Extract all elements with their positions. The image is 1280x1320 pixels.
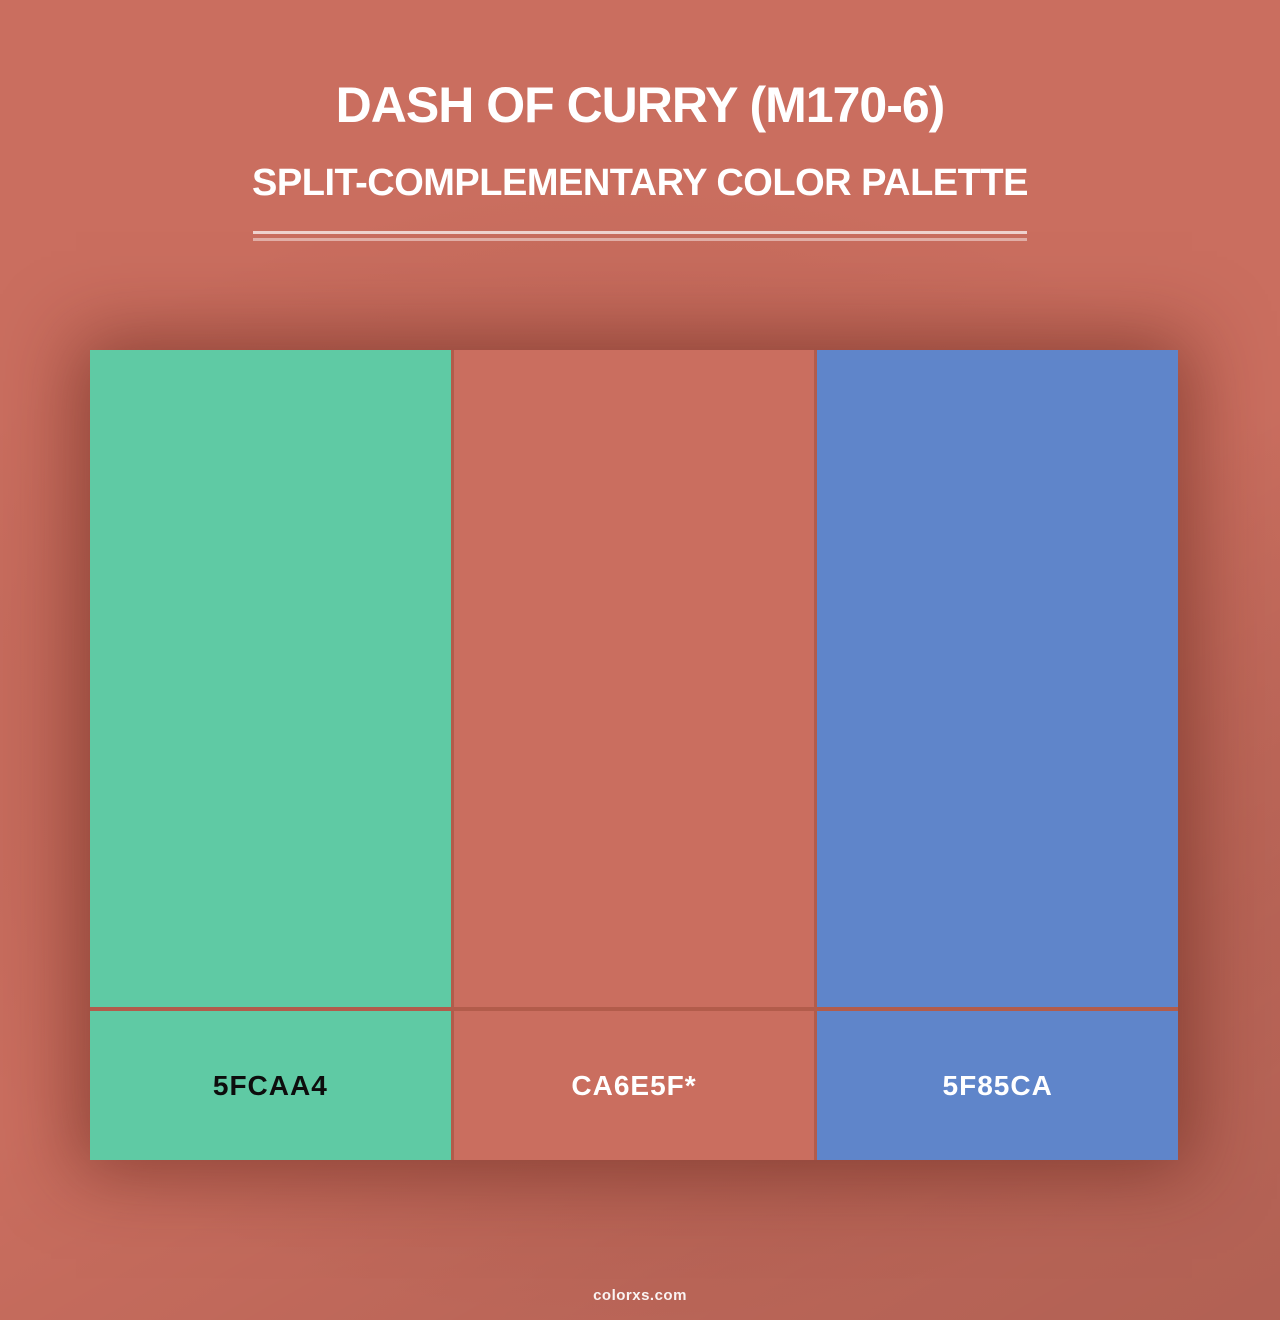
swatch-color-row — [90, 350, 1179, 1007]
swatch-label-3: 5F85CA — [817, 1011, 1179, 1160]
page-title: DASH OF CURRY (M170-6) — [335, 77, 946, 133]
swatch-color-2 — [453, 350, 815, 1007]
swatch-label-2: CA6E5F* — [453, 1011, 815, 1160]
watermark: colorxs.com — [593, 1287, 687, 1304]
swatch-hex-3: 5F85CA — [942, 1069, 1053, 1101]
swatch-label-1: 5FCAA4 — [90, 1011, 451, 1160]
header-divider — [253, 231, 1027, 241]
page-subtitle: SPLIT-COMPLEMENTARY COLOR PALETTE — [252, 162, 1028, 204]
swatch-color-3 — [817, 350, 1179, 1007]
swatch-hex-2: CA6E5F* — [571, 1069, 697, 1101]
swatch-color-1 — [90, 350, 451, 1007]
swatch-label-row: 5FCAA4 CA6E5F* 5F85CA — [90, 1011, 1179, 1160]
palette-grid: 5FCAA4 CA6E5F* 5F85CA — [90, 350, 1179, 1160]
swatch-hex-1: 5FCAA4 — [212, 1069, 328, 1101]
